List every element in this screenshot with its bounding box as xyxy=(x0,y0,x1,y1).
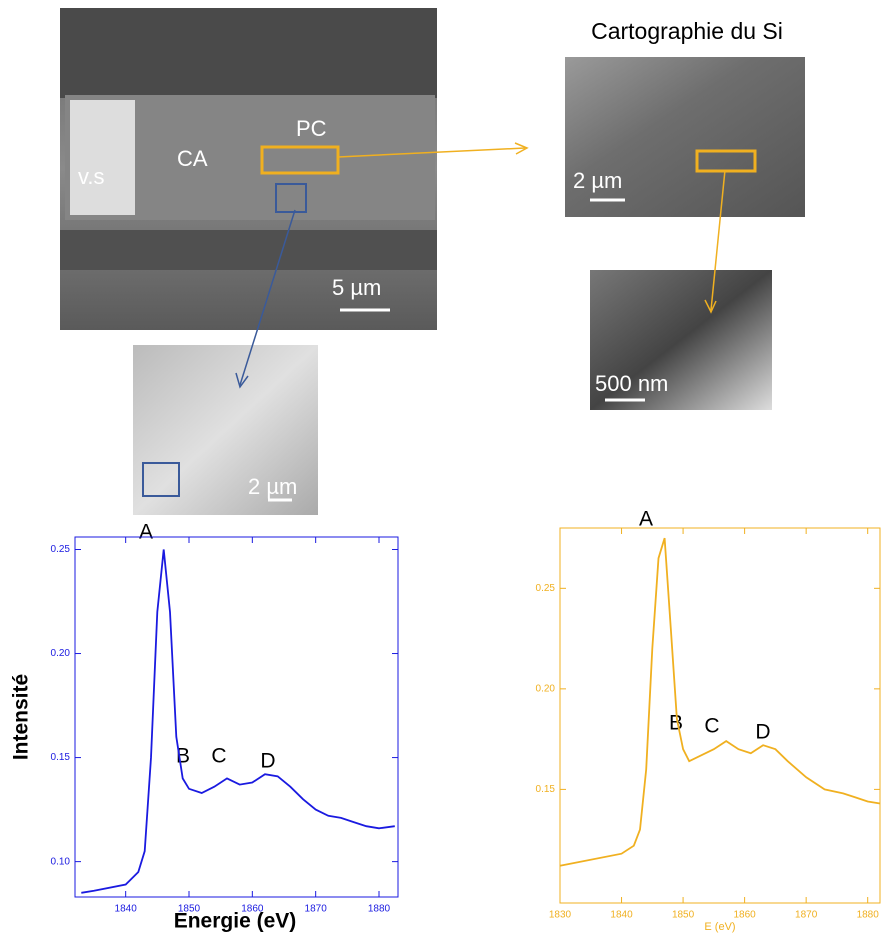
map-title: Cartographie du Si xyxy=(591,18,783,44)
sem-label: v.s xyxy=(78,164,104,189)
sem-label: CA xyxy=(177,146,208,171)
scale-label: 500 nm xyxy=(595,371,668,396)
x-tick-label: 1850 xyxy=(672,910,695,921)
plot-frame xyxy=(559,527,881,904)
y-tick-label: 0.25 xyxy=(51,544,71,555)
sem-label: PC xyxy=(296,116,327,141)
x-tick-label: 1840 xyxy=(610,910,633,921)
annotation: C xyxy=(211,745,226,768)
x-tick-label: 1840 xyxy=(115,904,138,915)
spectrum-line xyxy=(81,549,395,894)
scale-label: 2 µm xyxy=(248,474,297,499)
scale-label: 5 µm xyxy=(332,275,381,300)
x-tick-label: 1860 xyxy=(733,910,756,921)
arrows xyxy=(235,142,726,389)
blue-map: 2 µm xyxy=(133,345,318,515)
x-tick-label: 1850 xyxy=(178,904,201,915)
annotation: D xyxy=(260,750,275,773)
plot-frame xyxy=(74,536,399,898)
x-tick-label: 1880 xyxy=(857,910,880,921)
annotation: A xyxy=(639,508,653,531)
annotation: D xyxy=(755,721,770,744)
x-tick-label: 1880 xyxy=(368,904,391,915)
y-tick-label: 0.25 xyxy=(536,583,556,594)
x-tick-label: 1860 xyxy=(241,904,264,915)
x-axis-label: E (eV) xyxy=(704,921,735,933)
si-map: 2 µm xyxy=(565,57,805,217)
x-axis-label: Energie (eV) xyxy=(174,910,297,933)
y-tick-label: 0.10 xyxy=(51,856,71,867)
x-tick-label: 1830 xyxy=(549,910,572,921)
y-tick-label: 0.20 xyxy=(51,648,71,659)
sem-image: v.s CA PC 5 µm xyxy=(60,8,437,330)
x-tick-label: 1870 xyxy=(795,910,818,921)
y-tick-label: 0.20 xyxy=(536,683,556,694)
y-tick-label: 0.15 xyxy=(536,784,556,795)
annotation: C xyxy=(704,715,719,738)
spectrum-line xyxy=(559,537,881,867)
y-axis-label: Intensité xyxy=(10,674,33,760)
y-tick-label: 0.15 xyxy=(51,752,71,763)
zoom-map: 500 nm xyxy=(590,270,772,410)
scale-label: 2 µm xyxy=(573,168,622,193)
annotation: A xyxy=(139,521,153,544)
x-tick-label: 1870 xyxy=(305,904,328,915)
